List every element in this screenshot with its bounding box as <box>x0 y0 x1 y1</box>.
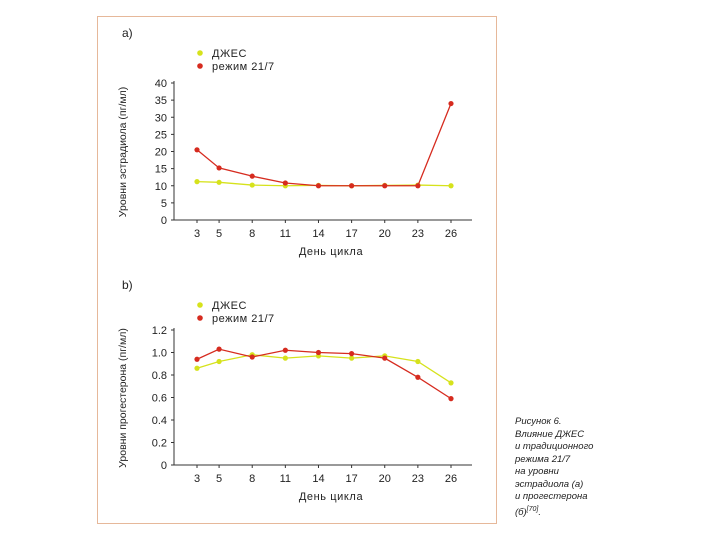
series-line <box>196 354 452 384</box>
caption-end: . <box>538 506 541 518</box>
panel-label: a) <box>122 26 133 40</box>
legend-marker <box>197 50 203 56</box>
series-line <box>196 103 452 187</box>
x-axis-label: День цикла <box>299 491 364 503</box>
data-point <box>415 183 421 189</box>
data-point <box>194 356 200 362</box>
y-tick-label: 1.0 <box>152 348 167 360</box>
data-point <box>315 183 322 189</box>
x-tick-label: 14 <box>312 228 324 240</box>
data-point <box>194 147 200 153</box>
data-point <box>194 365 200 371</box>
data-point <box>282 180 288 186</box>
y-tick-label: 30 <box>155 112 167 124</box>
legend-label: ДЖЕС <box>212 48 247 60</box>
y-tick-label: 1.2 <box>152 325 167 337</box>
x-tick-label: 3 <box>194 228 200 240</box>
data-point <box>249 182 255 188</box>
caption-line: режима 21/7 <box>515 453 571 465</box>
x-tick-label: 26 <box>445 228 457 240</box>
x-tick-label: 5 <box>216 228 222 240</box>
legend-marker <box>197 302 203 308</box>
data-point <box>249 173 255 179</box>
x-tick-label: 3 <box>194 473 200 485</box>
legend-label: ДЖЕС <box>212 300 247 312</box>
data-point <box>216 358 222 365</box>
legend-label: режим 21/7 <box>212 313 275 325</box>
data-point <box>448 380 454 386</box>
y-tick-label: 35 <box>155 95 167 107</box>
x-tick-label: 17 <box>345 473 357 485</box>
y-axis-label: Уровни эстрадиола (пг/мл) <box>117 87 129 217</box>
data-point <box>282 355 288 361</box>
caption-line: и традиционного <box>515 441 594 452</box>
y-tick-label: 0.4 <box>152 415 167 427</box>
y-tick-label: 25 <box>155 129 167 141</box>
x-axis-label: День цикла <box>299 246 364 258</box>
x-tick-label: 20 <box>379 473 391 485</box>
x-tick-label: 5 <box>216 473 222 485</box>
figure-frame <box>97 16 497 524</box>
caption-line: Рисунок 6. <box>515 416 562 427</box>
data-point <box>448 396 454 402</box>
figure-caption: Рисунок 6. Влияние ДЖЕС и традиционного … <box>515 416 625 519</box>
y-tick-label: 15 <box>155 164 167 176</box>
data-point <box>448 100 454 107</box>
legend-marker <box>197 63 203 69</box>
y-tick-label: 10 <box>155 181 167 193</box>
y-tick-label: 0.8 <box>152 370 167 382</box>
y-tick-label: 0 <box>161 460 167 472</box>
y-axis-label: Уровни прогестерона (пг/мл) <box>117 328 129 468</box>
x-tick-label: 11 <box>280 473 291 485</box>
data-point <box>249 354 255 360</box>
legend-label: режим 21/7 <box>212 61 275 73</box>
x-tick-label: 20 <box>379 228 391 240</box>
y-tick-label: 20 <box>155 147 167 159</box>
data-point <box>216 179 222 185</box>
data-point <box>382 355 388 361</box>
data-point <box>216 346 222 352</box>
caption-line: Влияние ДЖЕС <box>515 428 585 440</box>
data-point <box>382 183 388 189</box>
caption-panel-ref: (б) <box>515 506 527 518</box>
legend-marker <box>197 315 203 321</box>
x-tick-label: 8 <box>249 473 255 485</box>
y-tick-label: 0.6 <box>152 393 167 405</box>
y-tick-label: 5 <box>161 198 167 210</box>
caption-reference: [70] <box>526 505 539 513</box>
panel-label: b) <box>122 278 133 292</box>
caption-line-last: (б)[70]. <box>515 504 625 520</box>
caption-line: и прогестерона <box>515 491 588 502</box>
caption-line: на уровни <box>515 466 559 477</box>
y-tick-label: 0 <box>161 215 167 227</box>
x-tick-label: 8 <box>249 228 255 240</box>
x-tick-label: 14 <box>312 473 324 485</box>
x-tick-label: 26 <box>445 473 457 485</box>
data-point <box>216 165 222 171</box>
caption-line: эстрадиола (а) <box>515 478 584 490</box>
data-point <box>349 351 355 357</box>
data-point <box>415 374 421 380</box>
data-point <box>349 183 355 189</box>
data-point <box>315 349 322 356</box>
data-point <box>282 347 288 353</box>
x-tick-label: 11 <box>280 228 291 240</box>
x-tick-label: 17 <box>345 228 357 240</box>
data-point <box>448 183 454 189</box>
data-point <box>349 355 355 361</box>
data-point <box>415 358 421 365</box>
data-point <box>194 179 200 185</box>
x-tick-label: 23 <box>412 473 424 485</box>
x-tick-label: 23 <box>412 228 424 240</box>
y-tick-label: 0.2 <box>152 438 167 450</box>
y-tick-label: 40 <box>155 78 167 90</box>
